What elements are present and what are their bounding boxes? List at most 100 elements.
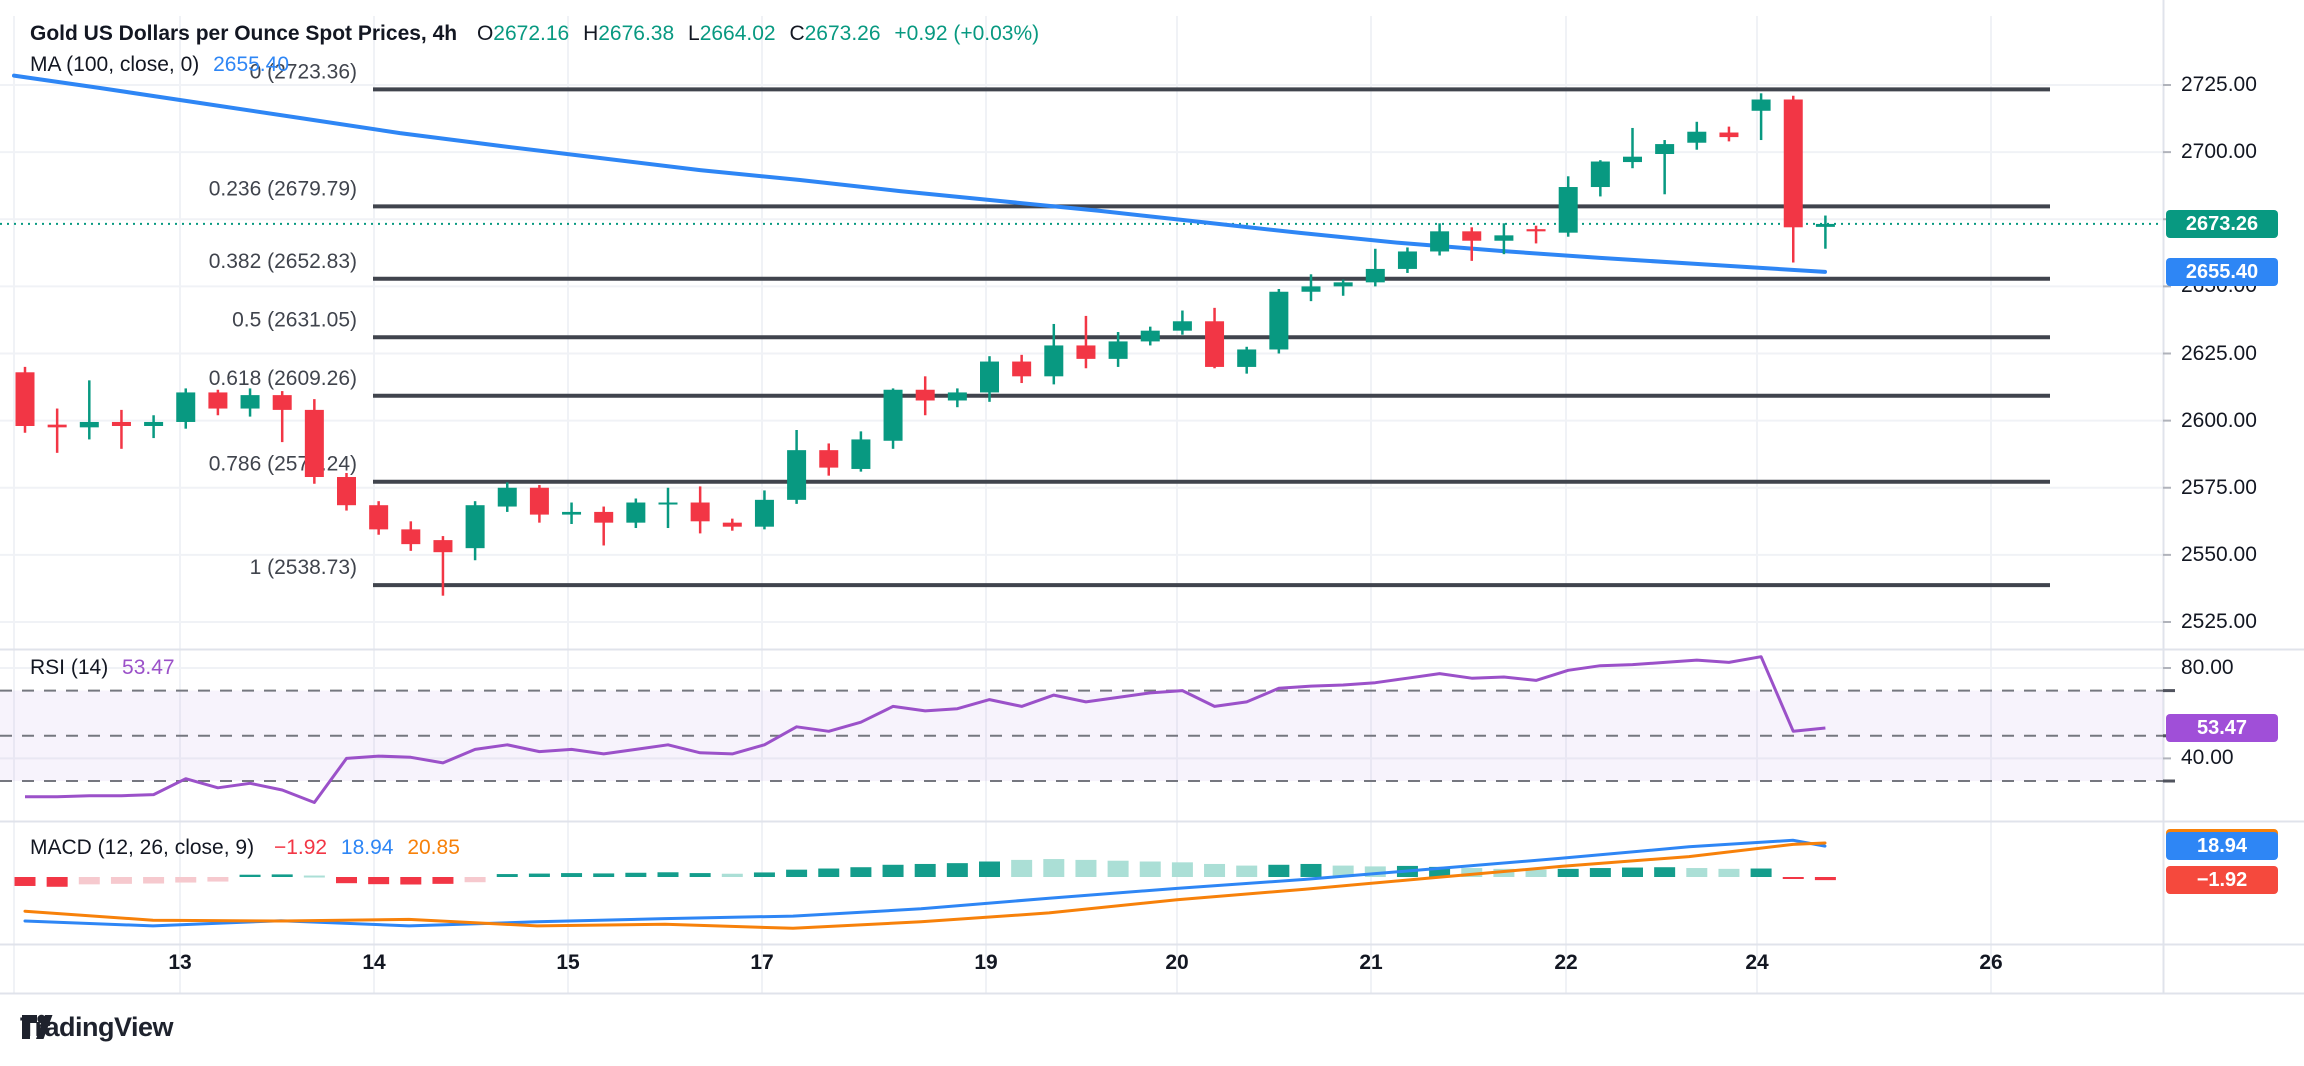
macd-histogram-bar bbox=[1461, 868, 1483, 877]
candle-body bbox=[562, 511, 582, 515]
candle-body bbox=[111, 421, 131, 426]
macd-legend[interactable]: MACD (12, 26, close, 9) −1.92 18.94 20.8… bbox=[30, 836, 460, 860]
candle-body bbox=[1590, 161, 1610, 188]
macd-histogram-bar bbox=[721, 873, 743, 877]
candle-body bbox=[626, 502, 646, 523]
ohlc-open-label: O bbox=[476, 22, 494, 45]
macd-histogram-bar bbox=[143, 877, 165, 884]
price-change: +0.92 (+0.03%) bbox=[894, 22, 1040, 45]
macd-histogram-bar bbox=[1364, 866, 1386, 877]
macd-histogram-bar bbox=[1171, 862, 1193, 877]
time-axis-label: 15 bbox=[556, 951, 580, 974]
candle-body bbox=[851, 439, 871, 469]
fib-label: 0 (2723.36) bbox=[250, 60, 357, 83]
macd-histogram-bar bbox=[1654, 867, 1676, 877]
macd-histogram-bar bbox=[368, 877, 390, 885]
ma-legend-label: MA (100, close, 0) bbox=[30, 53, 200, 76]
ohlc-low-value: 2664.02 bbox=[699, 22, 776, 45]
macd-histogram-bar bbox=[1075, 859, 1097, 877]
ma-legend[interactable]: MA (100, close, 0) 2655.40 bbox=[30, 53, 289, 77]
macd-histogram-bar bbox=[786, 869, 808, 877]
macd-histogram-bar bbox=[1750, 868, 1772, 877]
macd-histogram-bar bbox=[271, 874, 293, 877]
macd-histogram-bar bbox=[14, 877, 36, 886]
macd-histogram-bar bbox=[78, 877, 100, 885]
macd-histogram-bar bbox=[979, 861, 1000, 877]
symbol-legend[interactable]: Gold US Dollars per Ounce Spot Prices, 4… bbox=[30, 22, 1039, 46]
macd-histogram-bar bbox=[207, 877, 229, 882]
macd-histogram-bar bbox=[1204, 863, 1226, 877]
symbol-title: Gold US Dollars per Ounce Spot Prices, 4… bbox=[30, 22, 458, 45]
candle-body bbox=[1462, 231, 1482, 241]
candle-body bbox=[1783, 99, 1803, 228]
candle-body bbox=[1172, 321, 1192, 331]
macd-histogram-bar bbox=[239, 874, 261, 877]
macd-histogram-bar bbox=[1429, 866, 1451, 877]
ohlc-low-label: L bbox=[688, 22, 700, 45]
candle-body bbox=[1076, 345, 1096, 359]
time-axis-label: 14 bbox=[362, 951, 386, 974]
candle-body bbox=[883, 389, 903, 441]
candle-body bbox=[1751, 99, 1771, 111]
ma-axis-label: 2655.40 bbox=[2166, 258, 2278, 286]
price-axis-label: 2525.00 bbox=[2181, 610, 2257, 633]
time-axis-label: 20 bbox=[1165, 951, 1189, 974]
candle-body bbox=[754, 499, 774, 527]
candle-body bbox=[1815, 223, 1835, 227]
candle-body bbox=[1108, 341, 1128, 359]
candle-body bbox=[272, 395, 292, 410]
candle-body bbox=[529, 487, 549, 515]
price-axis-label: 2600.00 bbox=[2181, 408, 2257, 432]
candle-body bbox=[1397, 251, 1417, 269]
candle-body bbox=[433, 540, 453, 553]
rsi-legend[interactable]: RSI (14) 53.47 bbox=[30, 656, 175, 680]
rsi-legend-label: RSI (14) bbox=[30, 656, 109, 679]
candle-body bbox=[819, 450, 839, 468]
macd-histogram-bar bbox=[336, 877, 357, 884]
candle-body bbox=[1719, 132, 1739, 138]
rsi-axis-tick-label: 40.00 bbox=[2181, 746, 2234, 770]
candle-body bbox=[1494, 235, 1514, 241]
macd-histogram-bar bbox=[400, 877, 422, 885]
rsi-axis-label: 53.47 bbox=[2166, 714, 2278, 742]
candle-body bbox=[208, 392, 228, 409]
macd-histogram-bar bbox=[1525, 869, 1547, 877]
ohlc-open-value: 2672.16 bbox=[493, 22, 570, 45]
candle-body bbox=[304, 409, 324, 478]
rsi-legend-value: 53.47 bbox=[122, 656, 175, 679]
macd-histogram-bar bbox=[46, 877, 68, 887]
time-axis-label: 21 bbox=[1359, 951, 1383, 974]
candle-body bbox=[1140, 330, 1160, 342]
macd-histogram-bar bbox=[1011, 859, 1033, 877]
macd-histogram-bar bbox=[1622, 867, 1643, 877]
candle-body bbox=[401, 529, 421, 545]
fib-label: 0.618 (2609.26) bbox=[209, 367, 357, 390]
candle-body bbox=[1012, 361, 1032, 377]
macd-histogram-bar bbox=[625, 872, 647, 877]
candle-body bbox=[1237, 349, 1257, 367]
macd-histogram-bar bbox=[914, 863, 936, 877]
macd-histogram-bar bbox=[110, 877, 132, 884]
candle-body bbox=[1333, 282, 1353, 287]
candle-body bbox=[144, 421, 164, 426]
price-axis-label: 2550.00 bbox=[2181, 542, 2257, 566]
macd-histogram-bar bbox=[1814, 877, 1836, 881]
candle-body bbox=[465, 505, 485, 549]
macd-histogram-bar bbox=[657, 872, 679, 877]
tradingview-logo[interactable]: TradingView bbox=[20, 1012, 174, 1043]
candle-body bbox=[1365, 268, 1385, 283]
macd-histogram-bar bbox=[1236, 865, 1258, 877]
time-axis-label: 17 bbox=[750, 951, 774, 974]
macd-axis-label: 18.94 bbox=[2166, 832, 2278, 860]
candle-body bbox=[1526, 229, 1546, 232]
macd-hist-value: −1.92 bbox=[273, 836, 328, 859]
candle-body bbox=[1655, 144, 1675, 155]
macd-signal-value: 20.85 bbox=[407, 836, 460, 859]
time-axis-label: 24 bbox=[1745, 951, 1769, 974]
macd-histogram-bar bbox=[528, 873, 550, 877]
candle-body bbox=[337, 477, 356, 506]
macd-histogram-bar bbox=[1139, 861, 1161, 877]
macd-histogram-bar bbox=[1718, 868, 1740, 877]
